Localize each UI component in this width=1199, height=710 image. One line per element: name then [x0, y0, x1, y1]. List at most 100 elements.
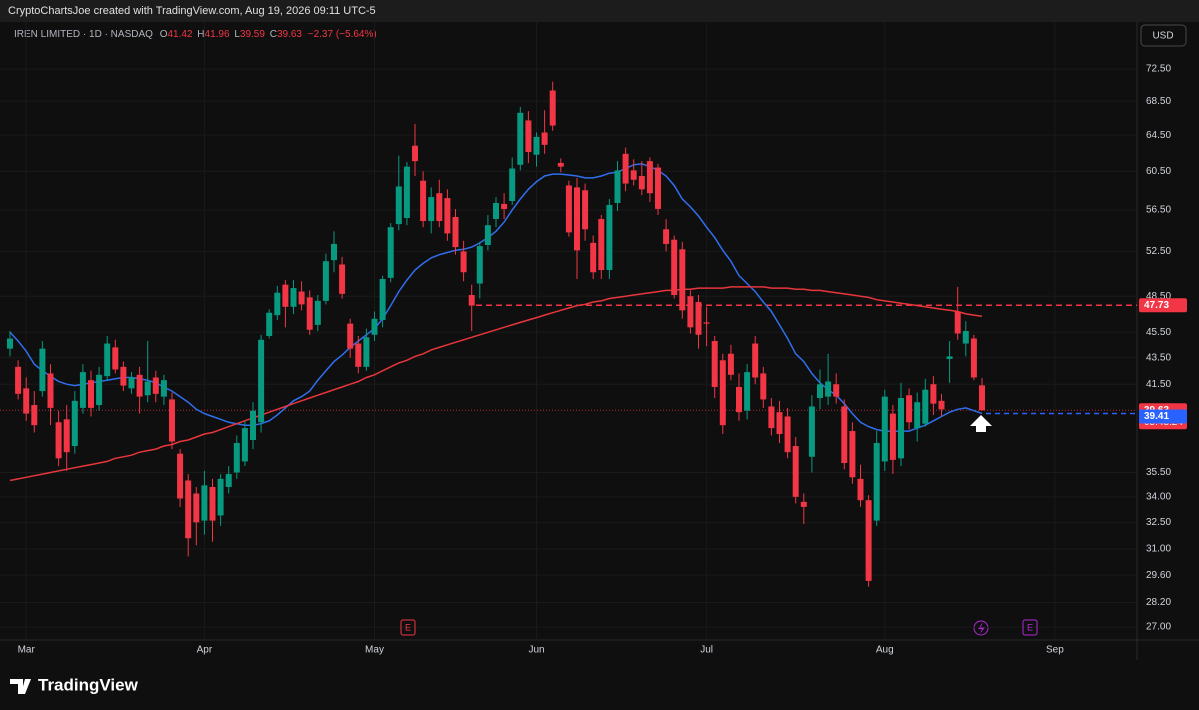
candle-body: [23, 388, 30, 414]
candle-body: [241, 428, 248, 462]
candle-body: [266, 312, 273, 337]
candle-body: [525, 120, 532, 153]
candle-body: [104, 343, 111, 377]
x-tick-label: Sep: [1046, 645, 1064, 656]
candle-body: [930, 384, 937, 404]
candle-body: [736, 386, 742, 413]
candle-body: [55, 422, 62, 459]
candle-body: [290, 288, 297, 307]
candle-body: [63, 419, 70, 453]
candle-body: [914, 402, 921, 429]
ohlc-label: L: [234, 29, 240, 40]
candle-body: [282, 284, 289, 307]
candle-body: [509, 168, 516, 202]
candle-body: [744, 372, 751, 411]
y-tick-label: 31.00: [1146, 544, 1171, 555]
currency-label[interactable]: USD: [1152, 31, 1173, 42]
candle-body: [841, 406, 848, 464]
candle-body: [128, 377, 135, 389]
candle-body: [225, 474, 232, 487]
y-tick-label: 48.50: [1146, 291, 1171, 302]
candle-body: [922, 389, 929, 424]
candle-body: [979, 385, 985, 411]
candle-body: [136, 374, 143, 397]
ohlc-label: O: [160, 29, 168, 40]
price-label-box: [1139, 409, 1187, 424]
candle-body: [622, 153, 629, 184]
candle-body: [962, 331, 969, 344]
candle-body: [395, 186, 402, 225]
currency-button[interactable]: [1140, 24, 1187, 47]
y-tick-label: 29.60: [1146, 570, 1171, 581]
candle-body: [776, 412, 783, 435]
price-label: 47.73: [1144, 300, 1169, 311]
candle-body: [881, 396, 888, 462]
candle-body: [857, 478, 864, 501]
candle-body: [638, 175, 645, 190]
candle-body: [39, 348, 46, 392]
candle-body: [468, 295, 475, 306]
candle-body: [606, 204, 613, 271]
dividend-icon: [973, 620, 989, 636]
candle-body: [784, 416, 791, 453]
candle-body: [387, 227, 394, 278]
candle-body: [7, 338, 13, 349]
price-label: 39.41: [1144, 411, 1169, 422]
ohlc-value: 41.42: [167, 29, 192, 40]
candle-body: [298, 291, 305, 305]
candle-body: [371, 318, 378, 335]
candle-body: [760, 373, 767, 400]
candle-body: [185, 480, 192, 539]
legend: IREN LIMITED · 1D · NASDAQ O41.42 H41.96…: [14, 29, 377, 40]
candle-body: [614, 170, 621, 203]
x-tick-label: Aug: [876, 645, 894, 656]
candle-body: [825, 381, 832, 397]
candle-body: [493, 202, 499, 220]
ohlc-value: 39.63: [277, 29, 302, 40]
candle-body: [144, 381, 151, 396]
candle-body: [403, 166, 410, 218]
event-label: E: [1027, 622, 1033, 632]
event-marker: [1022, 619, 1038, 636]
candle-body: [671, 239, 678, 296]
candle-body: [233, 443, 240, 473]
logo-icon: [10, 679, 31, 694]
candle-body: [120, 366, 127, 386]
candle-body: [533, 136, 540, 155]
candle-body: [574, 187, 580, 251]
y-tick-label: 64.50: [1146, 130, 1171, 141]
candle-body: [849, 431, 856, 478]
candle-body: [428, 197, 435, 222]
candle-body: [193, 493, 200, 523]
candle-body: [501, 203, 508, 209]
candle-body: [322, 261, 329, 301]
candle-body: [646, 161, 653, 194]
candle-body: [444, 198, 451, 234]
y-tick-label: 34.00: [1146, 491, 1171, 502]
candle-body: [31, 405, 38, 426]
footer: [0, 660, 1199, 710]
candle-body: [177, 453, 184, 499]
y-tick-label: 52.50: [1146, 246, 1171, 257]
candle-body: [630, 170, 637, 180]
candle-body: [970, 338, 977, 378]
candle-body: [752, 343, 759, 378]
candle-body: [160, 380, 167, 397]
candle-body: [274, 292, 281, 316]
y-tick-label: 72.50: [1146, 64, 1171, 75]
candle-body: [541, 132, 548, 145]
y-tick-label: 41.50: [1146, 379, 1171, 390]
credit: CryptoChartsJoe created with TradingView…: [8, 5, 376, 17]
candle-body: [808, 406, 815, 457]
candle-body: [711, 341, 718, 387]
candle-body: [655, 167, 661, 209]
x-tick-label: Mar: [18, 645, 36, 656]
candle-body: [954, 311, 961, 334]
y-tick-label: 28.20: [1146, 597, 1171, 608]
candle-body: [833, 384, 840, 397]
candle-body: [217, 478, 224, 516]
y-tick-label: 43.50: [1146, 352, 1171, 363]
ohlc-label: H: [197, 29, 204, 40]
